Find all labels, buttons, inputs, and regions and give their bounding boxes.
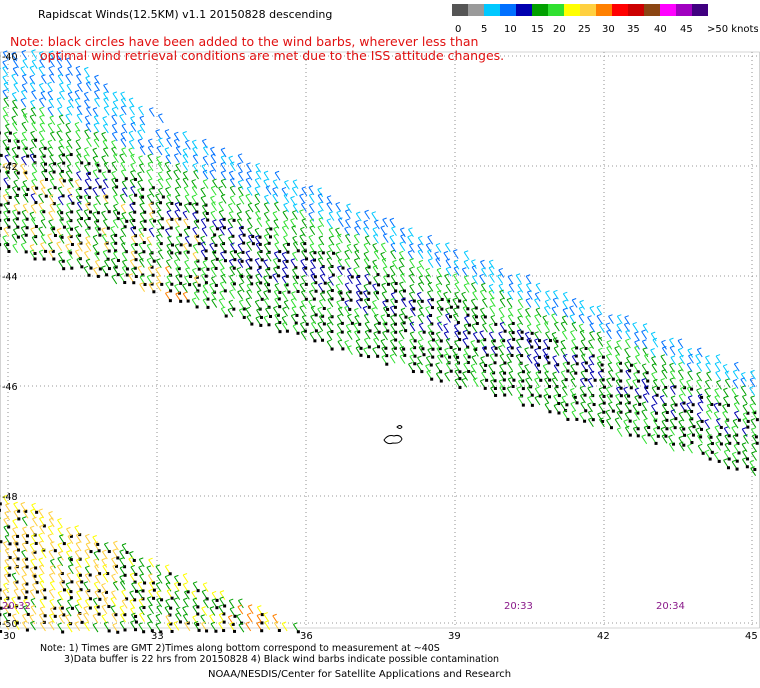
scale-label: >50 knots — [707, 24, 758, 35]
scale-swatch — [452, 4, 468, 16]
scale-swatch — [468, 4, 484, 16]
time-label-2033: 20:33 — [504, 601, 533, 612]
scale-label: 35 — [627, 24, 640, 35]
wind-speed-color-scale: 0 5 10 15 20 25 30 35 40 45 >50 knots — [452, 4, 758, 35]
scale-swatch — [628, 4, 644, 16]
attitude-note-line1: Note: black circles have been added to t… — [10, 34, 479, 49]
scale-swatch — [500, 4, 516, 16]
scale-swatch — [612, 4, 628, 16]
scale-label: 25 — [578, 24, 591, 35]
lon-label-45: 45 — [745, 631, 758, 642]
lat-label-50: -50 — [2, 619, 18, 630]
scale-label: 40 — [654, 24, 667, 35]
scale-swatch — [564, 4, 580, 16]
scale-swatch — [548, 4, 564, 16]
scale-label: 5 — [481, 24, 487, 35]
scale-swatch — [516, 4, 532, 16]
wind-barbs — [0, 49, 759, 634]
scale-label: 0 — [455, 24, 461, 35]
island-small — [396, 425, 403, 429]
lon-label-33: 33 — [151, 631, 164, 642]
scale-label: 10 — [504, 24, 517, 35]
lat-label-42: -42 — [2, 162, 18, 173]
lat-label-40: -40 — [2, 52, 18, 63]
scale-swatch — [692, 4, 708, 16]
islands — [383, 425, 403, 445]
attitude-note-line2: optimal wind retrieval conditions are me… — [40, 48, 505, 63]
time-label-2034: 20:34 — [656, 601, 685, 612]
scale-label: 45 — [680, 24, 693, 35]
scale-swatch — [580, 4, 596, 16]
lat-label-46: -46 — [2, 382, 18, 393]
footer-note-line1: Note: 1) Times are GMT 2)Times along bot… — [40, 643, 440, 654]
lat-label-48: -48 — [2, 492, 18, 503]
scale-label: 20 — [553, 24, 566, 35]
lat-label-44: -44 — [2, 272, 18, 283]
scale-label: 30 — [602, 24, 615, 35]
lon-label-36: 36 — [300, 631, 313, 642]
island-prince-edward — [383, 434, 403, 445]
scale-label: 15 — [531, 24, 544, 35]
map-title: Rapidscat Winds(12.5KM) v1.1 20150828 de… — [38, 8, 333, 21]
lon-label-42: 42 — [597, 631, 610, 642]
lon-label-39: 39 — [448, 631, 461, 642]
scale-swatch — [596, 4, 612, 16]
scale-swatch — [660, 4, 676, 16]
footer-note-line2: 3)Data buffer is 22 hrs from 20150828 4)… — [64, 654, 500, 665]
scale-swatch — [532, 4, 548, 16]
scale-swatch — [484, 4, 500, 16]
time-label-2032: 20:32 — [2, 601, 31, 612]
scale-swatch — [676, 4, 692, 16]
lon-label-30: 30 — [3, 631, 16, 642]
footer-credit: NOAA/NESDIS/Center for Satellite Applica… — [208, 669, 512, 680]
scale-swatch — [644, 4, 660, 16]
